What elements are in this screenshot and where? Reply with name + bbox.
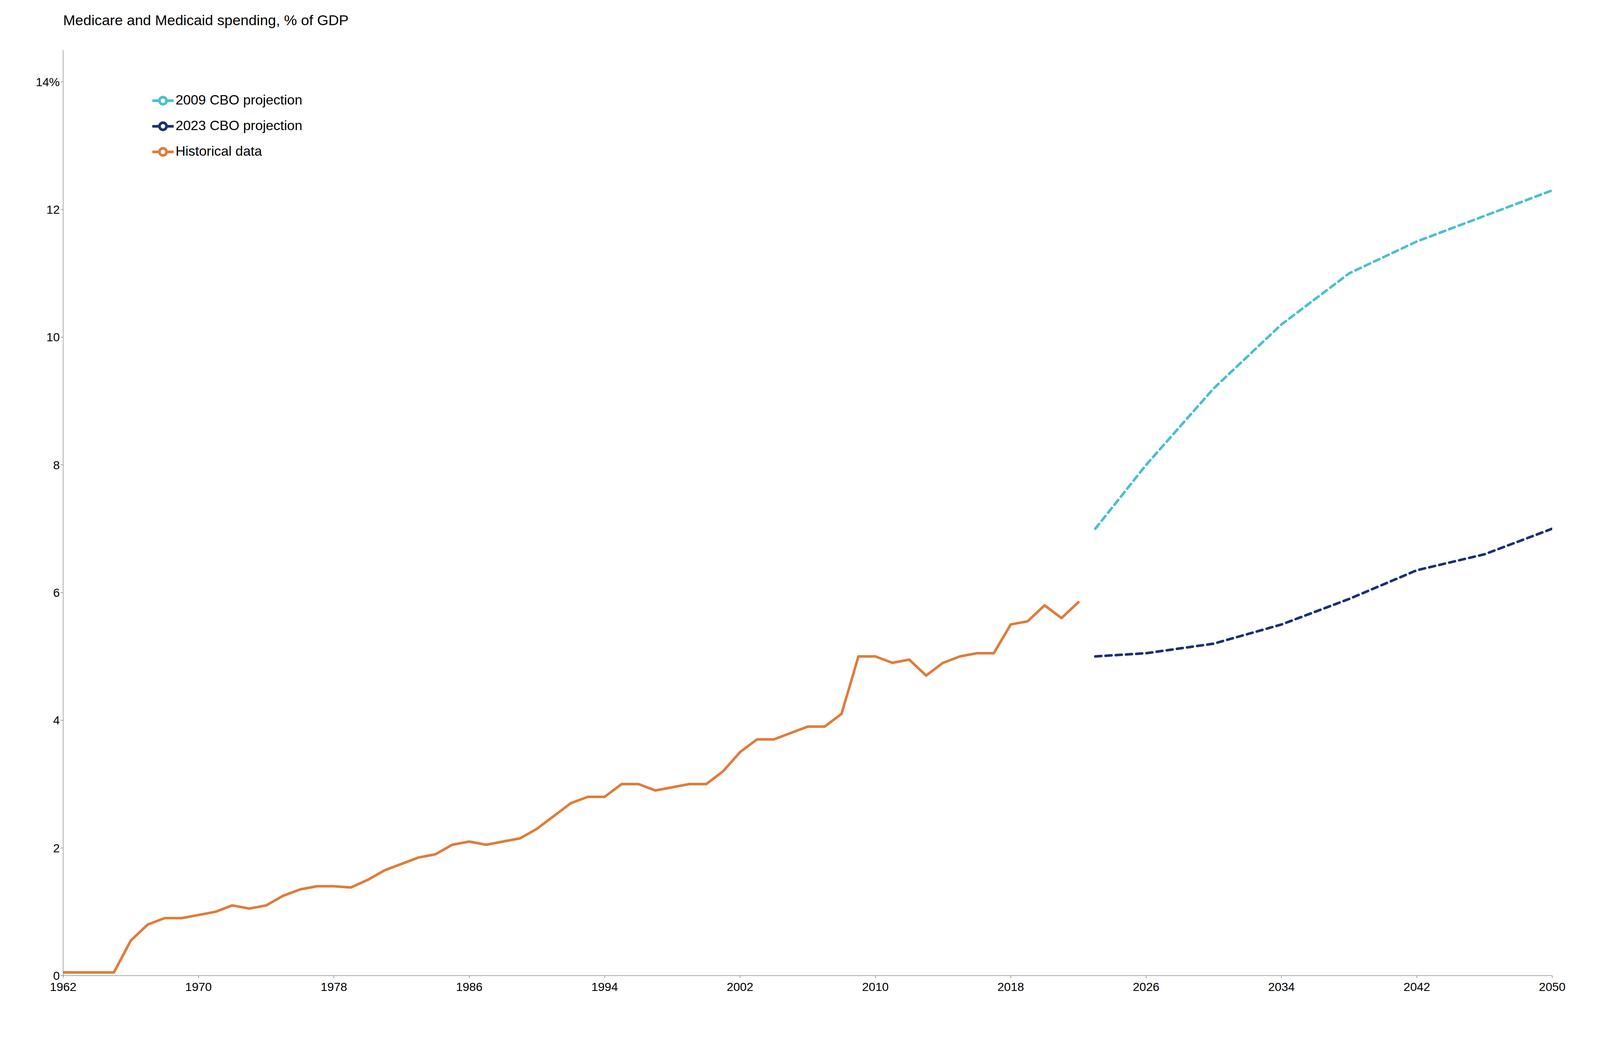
svg-text:1994: 1994 — [591, 980, 618, 994]
svg-text:1986: 1986 — [456, 980, 483, 994]
svg-text:2: 2 — [52, 841, 60, 856]
svg-text:2002: 2002 — [726, 980, 754, 994]
html-text:2009 CBO projection: 2009 CBO projection — [175, 92, 303, 108]
svg-text:12: 12 — [46, 203, 60, 217]
svg-text:4: 4 — [52, 713, 60, 728]
svg-text:2018: 2018 — [997, 980, 1024, 994]
svg-text:8: 8 — [52, 458, 60, 472]
svg-text:6: 6 — [52, 586, 60, 600]
svg-text:2050: 2050 — [1538, 980, 1566, 994]
html-text:Historical data: Historical data — [175, 143, 263, 159]
svg-text:2042: 2042 — [1403, 980, 1431, 994]
svg-text:1962: 1962 — [49, 980, 77, 994]
svg-text:10: 10 — [46, 330, 60, 344]
svg-text:2026: 2026 — [1132, 980, 1160, 994]
svg-text:2034: 2034 — [1268, 980, 1295, 994]
html-text:2023 CBO projection: 2023 CBO projection — [175, 117, 303, 134]
svg-text:2010: 2010 — [861, 980, 889, 994]
svg-text:1978: 1978 — [320, 980, 347, 994]
svg-text:14%: 14% — [35, 75, 60, 89]
html-text:Medicare and Medicaid spending: Medicare and Medicaid spending, % of GDP — [63, 11, 349, 29]
svg-text:0: 0 — [52, 969, 60, 983]
svg-text:1970: 1970 — [185, 980, 212, 994]
